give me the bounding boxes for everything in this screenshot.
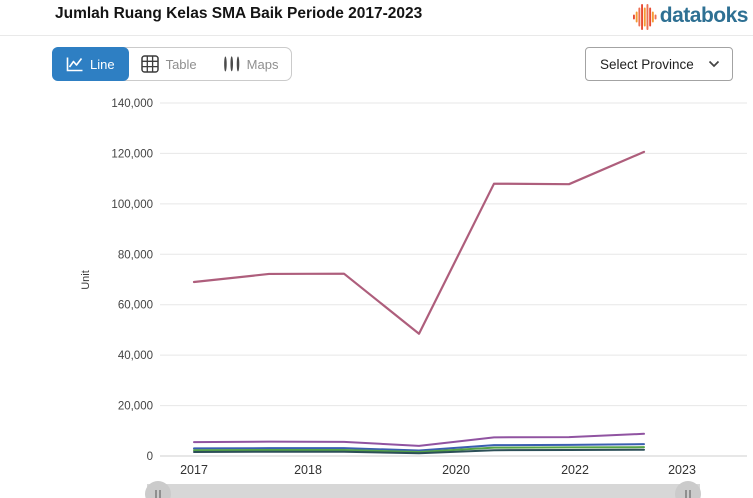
y-tick-label: 0 — [147, 451, 153, 463]
x-tick-label: 2022 — [561, 463, 589, 477]
brand-bar — [654, 14, 657, 20]
view-toggle-group: Line Table Maps — [52, 47, 293, 81]
chevron-down-icon — [708, 60, 720, 68]
tab-line-label: Line — [90, 56, 115, 72]
line-chart-icon — [66, 57, 83, 71]
tab-line[interactable]: Line — [52, 47, 129, 81]
y-axis-title: Unit — [80, 270, 92, 290]
brand-bar — [640, 4, 643, 30]
series-line-3 — [193, 443, 645, 452]
navigator-track[interactable] — [147, 484, 700, 498]
brand-bar — [632, 14, 635, 20]
brand-wordmark: databoks — [659, 4, 749, 27]
province-select-label: Select Province — [600, 56, 694, 72]
navigator-handle-left[interactable] — [145, 481, 171, 498]
y-tick-label: 80,000 — [118, 249, 153, 261]
tab-table-label: Table — [165, 56, 197, 72]
y-tick-label: 40,000 — [118, 350, 153, 362]
brand-bar — [646, 4, 649, 30]
y-tick-label: 60,000 — [118, 300, 153, 312]
brand-bar — [643, 7, 646, 27]
y-tick-label: 100,000 — [111, 199, 153, 211]
brand-logo: databoks — [632, 2, 749, 30]
series-line-2 — [193, 432, 645, 447]
tab-maps-label: Maps — [246, 56, 279, 72]
databoks-waveform-icon — [632, 4, 657, 30]
series-line-5 — [193, 448, 645, 455]
grip-icon — [689, 490, 691, 498]
brand-bar — [651, 11, 654, 23]
y-tick-label: 140,000 — [111, 98, 153, 110]
page-title: Jumlah Ruang Kelas SMA Baik Periode 2017… — [55, 5, 423, 22]
series-line-4 — [193, 446, 645, 453]
x-tick-label: 2020 — [442, 463, 470, 477]
tab-maps[interactable]: Maps — [210, 48, 292, 80]
grip-icon — [685, 490, 687, 498]
table-icon — [140, 55, 159, 73]
brand-bar — [638, 7, 641, 27]
grip-icon — [159, 490, 161, 498]
navigator-handle-right[interactable] — [675, 481, 701, 498]
y-tick-label: 20,000 — [118, 401, 153, 413]
brand-bar — [635, 11, 638, 23]
y-tick-label: 120,000 — [111, 148, 153, 160]
x-tick-label: 2023 — [668, 463, 696, 477]
brand-bar — [648, 7, 651, 27]
x-tick-label: 2018 — [294, 463, 322, 477]
header-divider — [0, 35, 753, 36]
grip-icon — [155, 490, 157, 498]
province-select-button[interactable]: Select Province — [585, 47, 733, 81]
series-line-1 — [192, 150, 646, 335]
maps-icon — [223, 56, 239, 72]
x-tick-label: 2017 — [180, 463, 208, 477]
tab-table[interactable]: Table — [128, 48, 210, 80]
